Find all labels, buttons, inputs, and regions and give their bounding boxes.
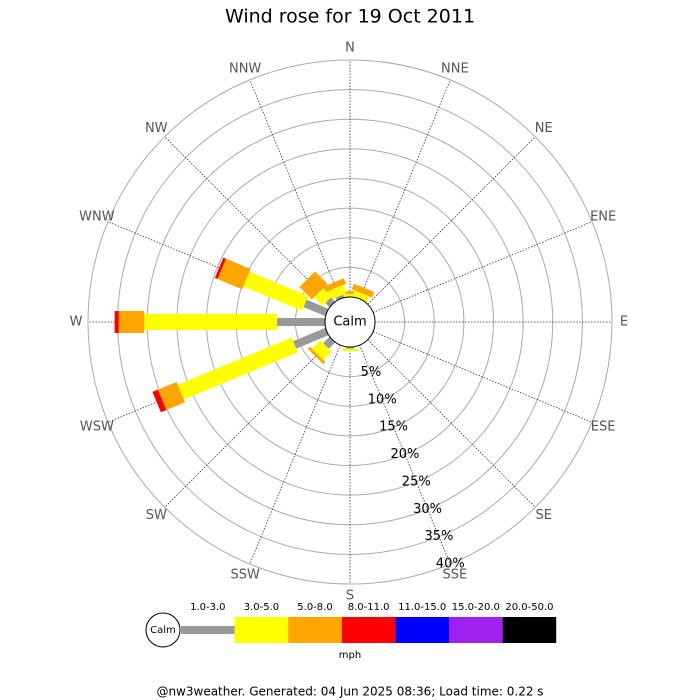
direction-label: NNW [229, 61, 261, 76]
rose-segment [307, 346, 326, 365]
direction-label: WNW [79, 210, 115, 225]
spoke [164, 339, 333, 508]
direction-label: NW [145, 121, 168, 136]
rose-segment [303, 299, 329, 317]
direction-label: ESE [591, 419, 616, 434]
rose-segment [328, 284, 347, 300]
ring-label: 25% [402, 474, 431, 489]
rose-segment [299, 271, 328, 300]
spoke [164, 136, 333, 305]
spoke [372, 221, 593, 313]
legend-calm-circle [145, 612, 181, 648]
direction-label: W [70, 315, 83, 330]
direction-label: SW [146, 508, 167, 523]
direction-label: N [345, 41, 355, 56]
rose-segment [157, 381, 185, 410]
rose-segment [314, 286, 334, 306]
rose-segment [312, 340, 332, 360]
ring-label: 35% [424, 529, 453, 544]
spoke [367, 339, 536, 508]
rose-segment [352, 290, 370, 302]
legend-swatch [234, 617, 289, 643]
rose-segment [152, 389, 167, 413]
rose-segment [177, 337, 298, 400]
legend-calm-label: Calm [150, 625, 176, 636]
legend-label: 11.0-15.0 [398, 602, 446, 613]
legend-unit: mph [339, 650, 361, 661]
calm-label: Calm [333, 315, 366, 330]
footer: @nw3weather. Generated: 04 Jun 2025 08:3… [156, 685, 543, 699]
ring-label: 40% [436, 557, 465, 572]
direction-label: E [620, 315, 628, 330]
direction-label: NNE [441, 61, 469, 76]
spoke [359, 79, 451, 300]
rose-segment [351, 283, 375, 298]
legend-label: 15.0-20.0 [452, 602, 500, 613]
direction-label: S [346, 589, 354, 604]
ring-label: 30% [413, 502, 442, 517]
legend-swatch [502, 617, 557, 643]
legend-label: 5.0-8.0 [297, 602, 332, 613]
ring-label: 20% [390, 447, 419, 462]
rose-segment [325, 297, 336, 308]
ring-label: 15% [379, 420, 408, 435]
legend-swatch [181, 626, 235, 634]
direction-label: WSW [80, 419, 114, 434]
direction-label: SSE [442, 568, 467, 583]
spoke [359, 344, 451, 565]
ring-label: 5% [361, 365, 382, 380]
direction-label: SSW [230, 568, 260, 583]
spoke [249, 344, 341, 565]
rose-segment [214, 257, 227, 280]
legend-label: 1.0-3.0 [190, 602, 225, 613]
rose-segment [323, 278, 347, 293]
legend-label: 20.0-50.0 [505, 602, 553, 613]
direction-label: ENE [590, 210, 616, 225]
spoke [249, 79, 341, 300]
ring-label: 10% [368, 392, 397, 407]
spoke [372, 331, 593, 423]
direction-label: NE [535, 121, 553, 136]
rose-segment [293, 327, 329, 349]
legend-swatch [288, 617, 342, 643]
spoke [367, 136, 536, 305]
ring [87, 59, 613, 585]
rose-segment [217, 258, 251, 290]
rose-segment [243, 271, 309, 311]
direction-label: SE [536, 508, 552, 523]
legend-swatch [395, 617, 449, 643]
legend-label: 8.0-11.0 [348, 602, 390, 613]
calm-circle [324, 296, 376, 348]
legend-swatch [341, 617, 396, 643]
rose-segment [323, 336, 336, 349]
legend-swatch [449, 617, 503, 643]
chart-title: Wind rose for 19 Oct 2011 [225, 6, 475, 28]
legend-label: 3.0-5.0 [244, 602, 279, 613]
